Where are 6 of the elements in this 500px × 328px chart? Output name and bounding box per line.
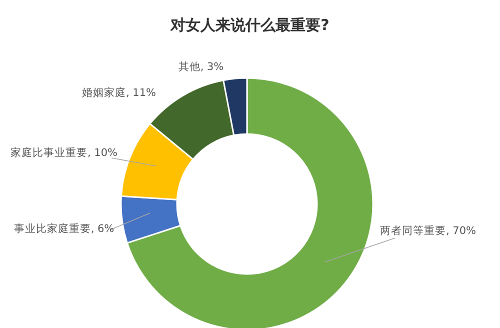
slice-label: 事业比家庭重要, 6% bbox=[14, 222, 114, 235]
slice-label: 两者同等重要, 70% bbox=[380, 224, 476, 237]
slice-label: 家庭比事业重要, 10% bbox=[10, 146, 118, 159]
slice-label: 婚姻家庭, 11% bbox=[82, 86, 156, 99]
slice-label: 其他, 3% bbox=[178, 60, 224, 73]
chart-title: 对女人来说什么最重要? bbox=[170, 16, 330, 34]
